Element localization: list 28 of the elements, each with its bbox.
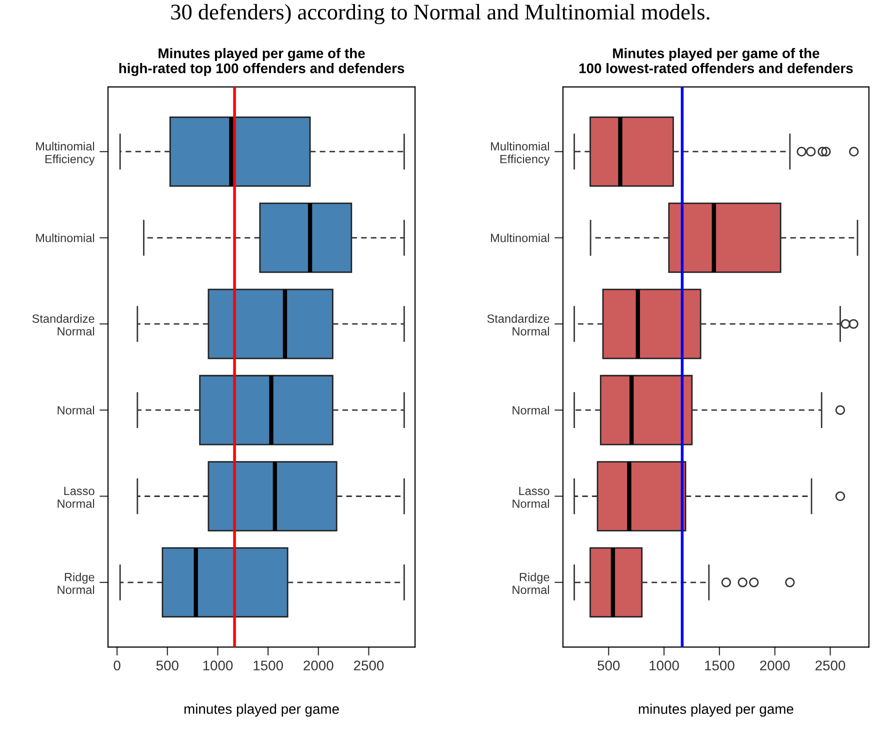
y-tick-label: Normal: [58, 406, 94, 414]
x-axis-title: minutes played per game: [184, 704, 339, 717]
y-tick-label: Ridge Normal: [58, 572, 94, 594]
y-tick-label: Lasso Normal: [58, 486, 94, 508]
y-tick-label: Normal: [512, 406, 549, 414]
y-tick-label: Multinomial: [491, 233, 549, 242]
x-tick-label: 1000: [650, 660, 679, 670]
x-tick-label: 500: [598, 660, 620, 670]
x-tick-label: 1000: [203, 660, 233, 670]
x-tick-label: 1500: [705, 660, 734, 670]
x-tick-label: 500: [156, 660, 178, 670]
y-tick-label: Ridge Normal: [512, 572, 550, 594]
y-tick-label: Lasso Normal: [512, 486, 550, 508]
x-tick-label: 1500: [254, 660, 283, 670]
x-tick-label: 0: [114, 660, 120, 670]
x-tick-label: 2000: [760, 660, 790, 670]
y-tick-label: Standardize Normal: [487, 314, 550, 336]
y-tick-label: Multinomial Efficiency: [36, 142, 95, 166]
x-tick-label: 2000: [304, 660, 334, 670]
text: 30 defenders) according to Normal and Multinomial models.: [171, 4, 710, 24]
chart-title: Minutes played per game of the 100 lowest-rated offenders and defenders: [579, 48, 853, 74]
x-tick-label: 2500: [354, 660, 384, 670]
chart-title: Minutes played per game of the high-rated top 100 offenders and defenders: [119, 48, 404, 76]
x-tick-label: 2500: [816, 660, 846, 670]
y-tick-label: Multinomial: [36, 233, 94, 242]
y-tick-label: Multinomial Efficiency: [491, 142, 550, 166]
x-axis-title: minutes played per game: [638, 704, 794, 717]
y-tick-label: Standardize Normal: [32, 314, 94, 336]
